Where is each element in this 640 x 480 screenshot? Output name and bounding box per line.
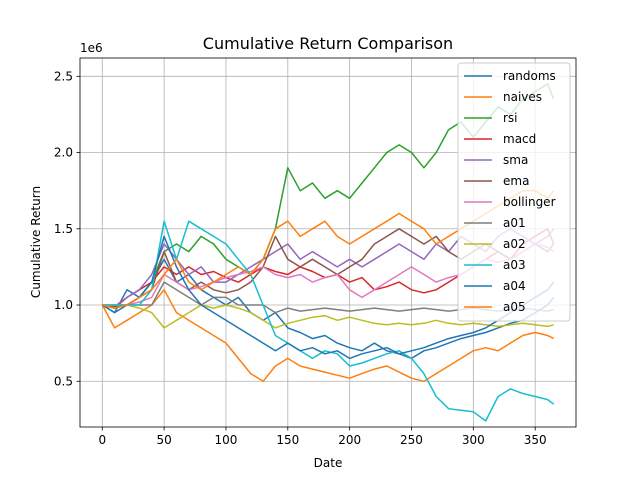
legend-box — [457, 62, 571, 322]
y-tick-label: 0.5 — [54, 374, 73, 388]
y-tick-label: 1.5 — [54, 222, 73, 236]
legend-label-bollinger: bollinger — [503, 195, 556, 209]
series-line-a04 — [101, 235, 555, 360]
series-line-a02 — [102, 304, 554, 329]
chart-title: Cumulative Return Comparison — [203, 34, 453, 53]
legend-label-rsi: rsi — [503, 111, 518, 125]
series-line-randoms — [101, 258, 555, 360]
legend-label-a03: a03 — [503, 258, 526, 272]
legend-label-macd: macd — [503, 132, 536, 146]
y-axis-label: Cumulative Return — [29, 186, 43, 298]
legend-label-naives: naives — [503, 90, 542, 104]
legend-label-a01: a01 — [503, 216, 526, 230]
x-tick-label: 250 — [400, 433, 423, 447]
y-tick-label: 1.0 — [54, 298, 73, 312]
axes-frame — [79, 57, 577, 428]
legend: randoms naives rsi macd sma ema bollinger a01 a0… — [457, 62, 571, 322]
x-axis-label: Date — [314, 456, 343, 470]
legend-label-randoms: randoms — [503, 69, 556, 83]
y-tick-label: 2.5 — [54, 69, 73, 83]
x-tick-label: 150 — [276, 433, 299, 447]
y-offset-label: 1e6 — [80, 41, 103, 55]
x-tick-label: 300 — [462, 433, 485, 447]
axis-ticks: 0 50 100 150 200 250 300 350 0.5 1.0 1.5 2.0 2.5 — [54, 69, 547, 447]
x-tick-label: 200 — [338, 433, 361, 447]
legend-label-a02: a02 — [503, 237, 526, 251]
series-line-naives — [101, 289, 555, 383]
legend-label-a05: a05 — [503, 300, 526, 314]
x-tick-label: 50 — [156, 433, 171, 447]
legend-label-ema: ema — [503, 174, 529, 188]
legend-label-a04: a04 — [503, 279, 526, 293]
x-tick-label: 350 — [524, 433, 547, 447]
legend-label-sma: sma — [503, 153, 528, 167]
y-tick-label: 2.0 — [54, 146, 73, 160]
x-tick-label: 100 — [215, 433, 238, 447]
x-tick-label: 0 — [98, 433, 106, 447]
